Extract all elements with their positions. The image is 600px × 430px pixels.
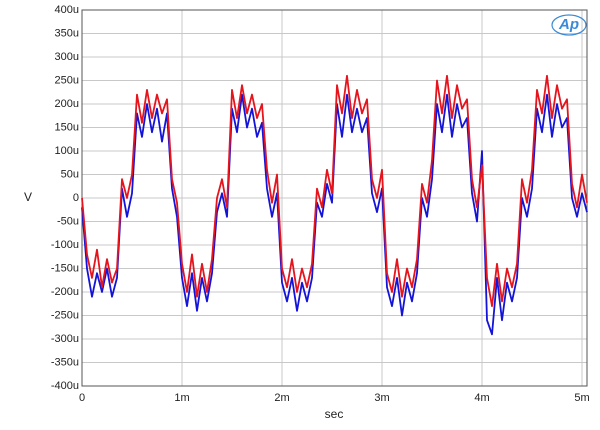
y-tick-label: -250u [51, 309, 79, 321]
x-tick-label: 0 [79, 392, 85, 404]
y-tick-label: 0 [73, 192, 79, 204]
logo-ring [551, 14, 587, 36]
logo: Ap [551, 14, 587, 36]
y-tick-label: -150u [51, 262, 79, 274]
y-tick-label: -200u [51, 286, 79, 298]
logo-text: Ap [558, 16, 579, 33]
grid [81, 9, 587, 387]
y-tick-label: 200u [55, 98, 79, 110]
y-tick-label: -350u [51, 356, 79, 368]
y-tick-label: -50u [57, 215, 79, 227]
y-axis-label: V [24, 190, 32, 204]
series-line [81, 74, 588, 307]
x-tick-label: 2m [274, 392, 289, 404]
x-tick-label: 4m [474, 392, 489, 404]
x-tick-label: 3m [374, 392, 389, 404]
y-tick-label: 300u [55, 51, 79, 63]
y-tick-label: 100u [55, 145, 79, 157]
y-tick-label: 400u [55, 4, 79, 16]
y-tick-label: -100u [51, 239, 79, 251]
x-axis-label: sec [325, 407, 344, 421]
y-tick-label: 250u [55, 74, 79, 86]
y-tick-label: 350u [55, 27, 79, 39]
y-tick-label: -300u [51, 333, 79, 345]
x-tick-label: 5m [574, 392, 589, 404]
x-tick-label: 1m [174, 392, 189, 404]
y-tick-label: -400u [51, 380, 79, 392]
y-tick-label: 50u [61, 168, 79, 180]
y-tick-label: 150u [55, 121, 79, 133]
